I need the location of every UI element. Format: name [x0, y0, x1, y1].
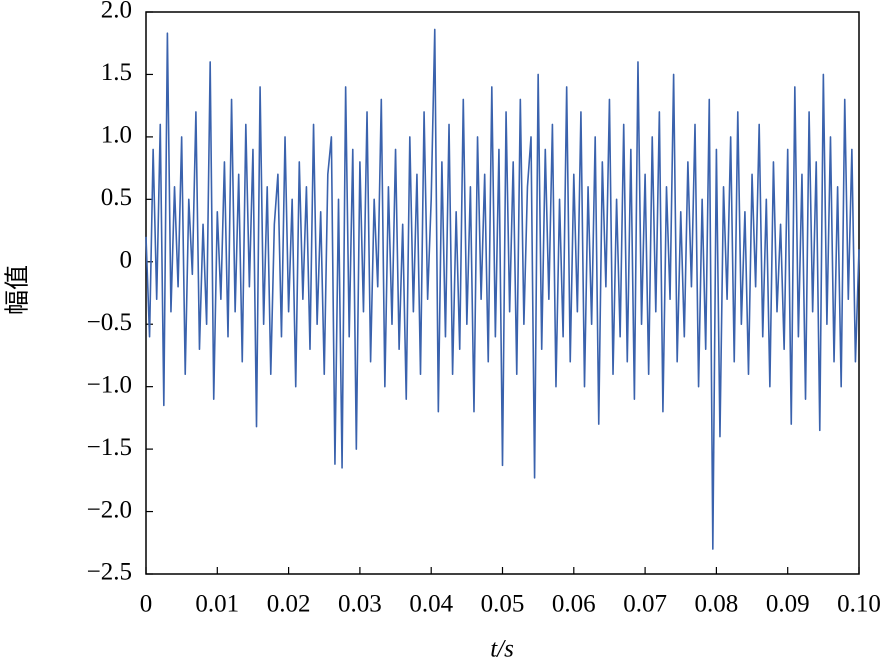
x-tick-label: 0.04	[409, 591, 453, 618]
signal-line	[145, 28, 860, 550]
x-tick-label: 0.03	[338, 591, 382, 618]
x-tick-label: 0.06	[552, 591, 596, 618]
y-tick-label: −1.0	[87, 371, 132, 398]
y-tick-label: 0	[120, 247, 133, 274]
x-tick-label: 0.10	[837, 591, 881, 618]
y-tick-label: 1.0	[101, 122, 132, 149]
y-tick-label: 1.5	[101, 59, 132, 86]
y-tick-label: 2.0	[101, 0, 132, 24]
y-tick-label: −2.0	[87, 496, 132, 523]
x-tick-label: 0.09	[766, 591, 810, 618]
y-tick-label: −0.5	[87, 309, 132, 336]
x-tick-label: 0.01	[195, 591, 239, 618]
x-axis-label: t/s	[490, 636, 514, 661]
plot-frame	[145, 11, 860, 575]
y-tick-label: −1.5	[87, 434, 132, 461]
x-tick-label: 0.02	[267, 591, 311, 618]
y-tick-label: −2.5	[87, 559, 132, 586]
x-tick-label: 0.07	[623, 591, 667, 618]
y-tick-label: 0.5	[101, 184, 132, 211]
y-axis-label: 幅值	[4, 265, 32, 315]
x-tick-label: 0.08	[695, 591, 739, 618]
x-tick-label: 0.05	[481, 591, 525, 618]
x-tick-label: 0	[140, 591, 153, 618]
